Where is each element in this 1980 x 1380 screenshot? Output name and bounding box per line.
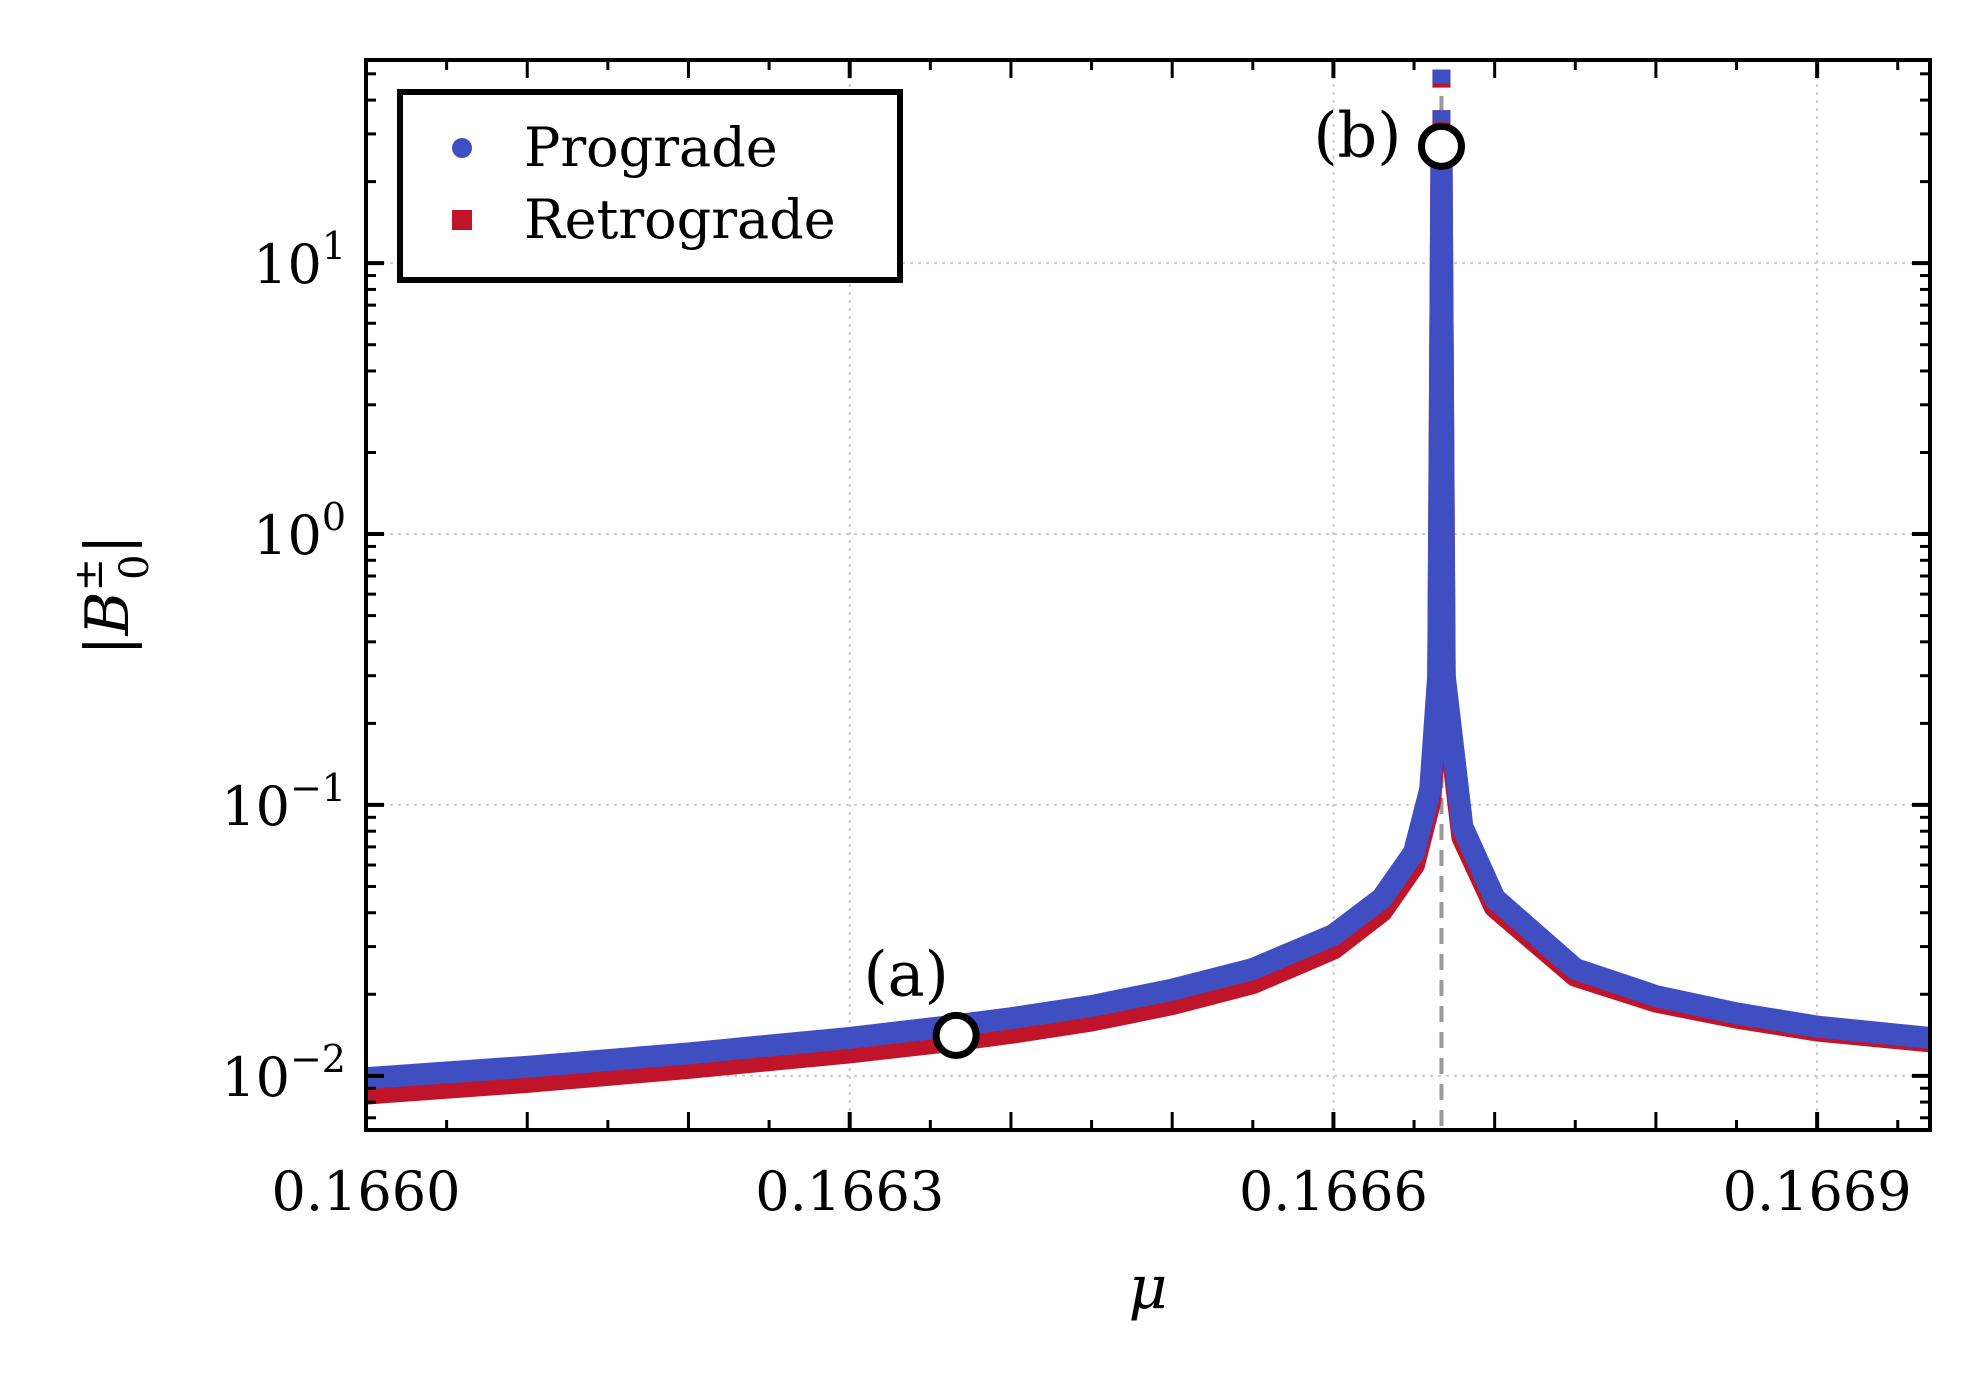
annotation-marker [932,1011,980,1059]
x-tick-label: 0.1663 [755,1160,944,1223]
y-tick-label: 10−2 [221,1037,346,1109]
prograde-peak-marker [1432,110,1451,123]
annotation-marker [1417,122,1465,170]
y-tick-label: 101 [253,224,346,296]
y-tick-label: 10−1 [221,766,346,838]
prograde-peak-marker [1432,69,1451,84]
y-axis-label: |B±0| [66,534,158,656]
tick-labels: 0.1660 0.1663 0.1666 0.1669 101 100 10−1 10−2 [221,224,1911,1223]
legend-label-prograde: Prograde [524,116,778,179]
legend-label-retrograde: Retrograde [524,188,836,251]
x-axis-label: μ [1129,1253,1168,1323]
x-tick-label: 0.1669 [1723,1160,1912,1223]
legend-marker-retrograde [452,210,472,230]
ticks [364,60,1930,1130]
annotations: (a) (b) [863,98,1465,1059]
annotation-label: (a) [863,937,948,1010]
legend: Prograde Retrograde [397,89,903,283]
legend-box [397,89,903,283]
prograde-series-line [365,131,1932,1090]
y-tick-label: 100 [253,495,346,567]
x-tick-label: 0.1666 [1239,1160,1428,1223]
x-tick-label: 0.1660 [272,1160,461,1223]
legend-marker-prograde [452,138,472,158]
annotation-label: (b) [1313,98,1401,171]
